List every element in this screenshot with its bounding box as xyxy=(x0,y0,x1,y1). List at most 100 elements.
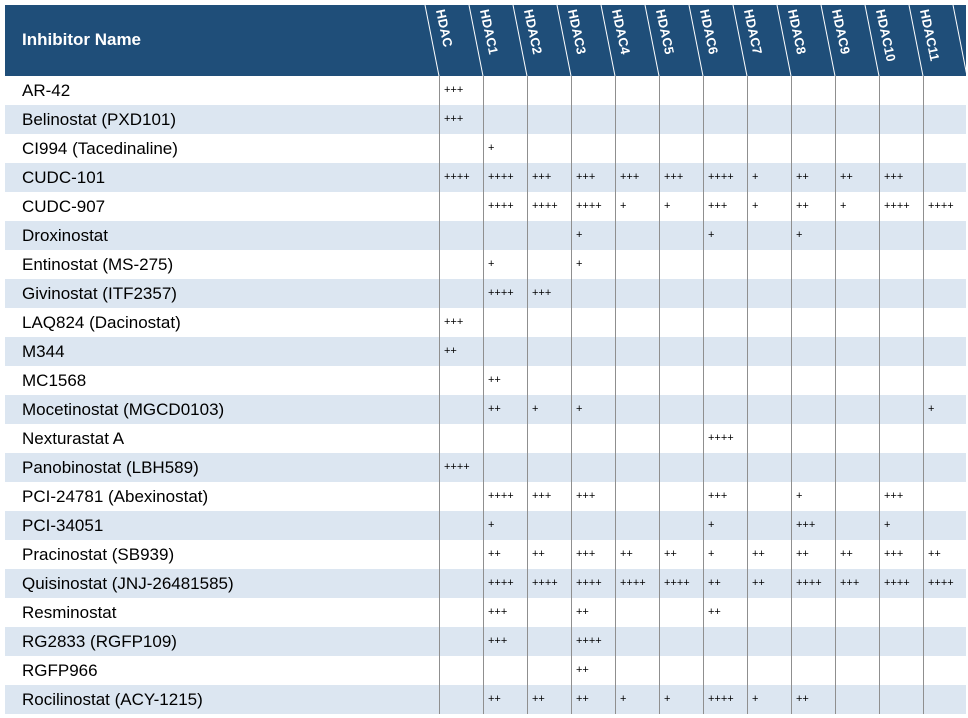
column-header-label: HDAC11 xyxy=(917,7,943,63)
activity-cell-hdac8 xyxy=(791,424,835,453)
activity-cell-hdac7 xyxy=(747,424,791,453)
activity-cell-hdac10: + xyxy=(879,511,923,540)
table-row[interactable]: M344 ++ xyxy=(5,337,966,366)
table-row[interactable]: CUDC-101 ++++ ++++ +++ +++ +++ +++ ++++ + ++ ++ +++ xyxy=(5,163,966,192)
activity-cell-hdac xyxy=(439,656,483,685)
table-row[interactable]: LAQ824 (Dacinostat) +++ xyxy=(5,308,966,337)
activity-cell-hdac9 xyxy=(835,511,879,540)
inhibitor-name-cell: CUDC-907 xyxy=(22,197,106,216)
activity-cell-hdac5 xyxy=(659,279,703,308)
column-header-hdac[interactable]: HDAC xyxy=(431,5,475,76)
table-row[interactable]: Givinostat (ITF2357) ++++ +++ xyxy=(5,279,966,308)
column-header-hdac10[interactable]: HDAC10 xyxy=(871,5,915,76)
column-header-hdac9[interactable]: HDAC9 xyxy=(827,5,871,76)
table-row[interactable]: Panobinostat (LBH589) ++++ xyxy=(5,453,966,482)
table-row[interactable]: Rocilinostat (ACY-1215) ++ ++ ++ + + ++++ + ++ xyxy=(5,685,966,714)
table-row[interactable]: CUDC-907 ++++ ++++ ++++ + + +++ + ++ + ++++ ++++ xyxy=(5,192,966,221)
activity-cell-hdac2: + xyxy=(527,395,571,424)
activity-cell-hdac9 xyxy=(835,308,879,337)
activity-cell-hdac2: ++ xyxy=(527,685,571,714)
activity-cell-hdac10 xyxy=(879,105,923,134)
activity-cell-hdac6 xyxy=(703,395,747,424)
activity-cell-hdac3: + xyxy=(571,221,615,250)
activity-cell-hdac xyxy=(439,627,483,656)
activity-cell-hdac10 xyxy=(879,395,923,424)
activity-cell-hdac7 xyxy=(747,134,791,163)
activity-cell-hdac9 xyxy=(835,337,879,366)
column-header-hdac7[interactable]: HDAC7 xyxy=(739,5,783,76)
activity-cell-hdac11 xyxy=(923,221,966,250)
table-row[interactable]: PCI-34051 + + +++ + xyxy=(5,511,966,540)
activity-cell-hdac8 xyxy=(791,366,835,395)
activity-cell-hdac5 xyxy=(659,76,703,105)
activity-cell-hdac8 xyxy=(791,250,835,279)
activity-cell-hdac9 xyxy=(835,134,879,163)
activity-cell-hdac4 xyxy=(615,395,659,424)
column-header-label: HDAC4 xyxy=(609,7,634,56)
table-row[interactable]: MC1568 ++ xyxy=(5,366,966,395)
activity-cell-hdac1 xyxy=(483,656,527,685)
activity-cell-hdac4 xyxy=(615,366,659,395)
table-row[interactable]: Quisinostat (JNJ-26481585) ++++ ++++ ++++ ++… xyxy=(5,569,966,598)
table-row[interactable]: RGFP966 ++ xyxy=(5,656,966,685)
activity-cell-hdac2 xyxy=(527,453,571,482)
inhibitor-name-cell: Resminostat xyxy=(22,603,117,622)
activity-cell-hdac6 xyxy=(703,105,747,134)
table-row[interactable]: Pracinostat (SB939) ++ ++ +++ ++ ++ + ++ ++ ++ +++… xyxy=(5,540,966,569)
activity-cell-hdac8 xyxy=(791,76,835,105)
table-row[interactable]: Mocetinostat (MGCD0103) ++ + + + xyxy=(5,395,966,424)
activity-cell-hdac2 xyxy=(527,250,571,279)
activity-cell-hdac9 xyxy=(835,250,879,279)
column-header-hdac3[interactable]: HDAC3 xyxy=(563,5,607,76)
activity-cell-hdac10 xyxy=(879,221,923,250)
activity-cell-hdac8 xyxy=(791,279,835,308)
activity-cell-hdac5 xyxy=(659,511,703,540)
activity-cell-hdac2: ++ xyxy=(527,540,571,569)
column-header-hdac4[interactable]: HDAC4 xyxy=(607,5,651,76)
column-header-hdac6[interactable]: HDAC6 xyxy=(695,5,739,76)
column-header-hdac1[interactable]: HDAC1 xyxy=(475,5,519,76)
table-row[interactable]: Droxinostat + + + xyxy=(5,221,966,250)
header-inhibitor-name[interactable]: Inhibitor Name xyxy=(22,30,142,49)
table-row[interactable]: RG2833 (RGFP109) +++ ++++ xyxy=(5,627,966,656)
inhibitor-name-cell: PCI-34051 xyxy=(22,516,104,535)
activity-cell-hdac6: ++++ xyxy=(703,163,747,192)
activity-cell-hdac3 xyxy=(571,337,615,366)
column-header-hdac2[interactable]: HDAC2 xyxy=(519,5,563,76)
inhibitor-name-cell: CUDC-101 xyxy=(22,168,106,187)
column-header-hdac8[interactable]: HDAC8 xyxy=(783,5,827,76)
activity-cell-hdac2 xyxy=(527,424,571,453)
table-row[interactable]: Nexturastat A ++++ xyxy=(5,424,966,453)
activity-cell-hdac11 xyxy=(923,76,966,105)
activity-cell-hdac10: +++ xyxy=(879,540,923,569)
activity-cell-hdac4 xyxy=(615,511,659,540)
table-row[interactable]: Belinostat (PXD101) +++ xyxy=(5,105,966,134)
activity-cell-hdac5 xyxy=(659,598,703,627)
activity-cell-hdac5 xyxy=(659,627,703,656)
table-row[interactable]: Entinostat (MS-275) + + xyxy=(5,250,966,279)
table-row[interactable]: Resminostat +++ ++ ++ xyxy=(5,598,966,627)
column-header-hdac11[interactable]: HDAC11 xyxy=(915,5,959,76)
activity-cell-hdac5 xyxy=(659,308,703,337)
activity-cell-hdac1: + xyxy=(483,511,527,540)
table-row[interactable]: PCI-24781 (Abexinostat) ++++ +++ +++ +++ + +++ xyxy=(5,482,966,511)
header-divider xyxy=(820,5,836,76)
activity-cell-hdac5 xyxy=(659,366,703,395)
activity-cell-hdac7: ++ xyxy=(747,569,791,598)
activity-cell-hdac xyxy=(439,511,483,540)
activity-cell-hdac xyxy=(439,424,483,453)
activity-cell-hdac11 xyxy=(923,685,966,714)
table-row[interactable]: AR-42 +++ xyxy=(5,76,966,105)
activity-cell-hdac7: + xyxy=(747,163,791,192)
activity-cell-hdac9 xyxy=(835,366,879,395)
activity-cell-hdac5 xyxy=(659,424,703,453)
activity-cell-hdac6: + xyxy=(703,511,747,540)
activity-cell-hdac8: ++ xyxy=(791,192,835,221)
activity-cell-hdac3: + xyxy=(571,395,615,424)
activity-cell-hdac11 xyxy=(923,482,966,511)
activity-cell-hdac5 xyxy=(659,482,703,511)
table-row[interactable]: CI994 (Tacedinaline) + xyxy=(5,134,966,163)
column-header-hdac5[interactable]: HDAC5 xyxy=(651,5,695,76)
activity-cell-hdac6 xyxy=(703,337,747,366)
activity-cell-hdac6: +++ xyxy=(703,482,747,511)
